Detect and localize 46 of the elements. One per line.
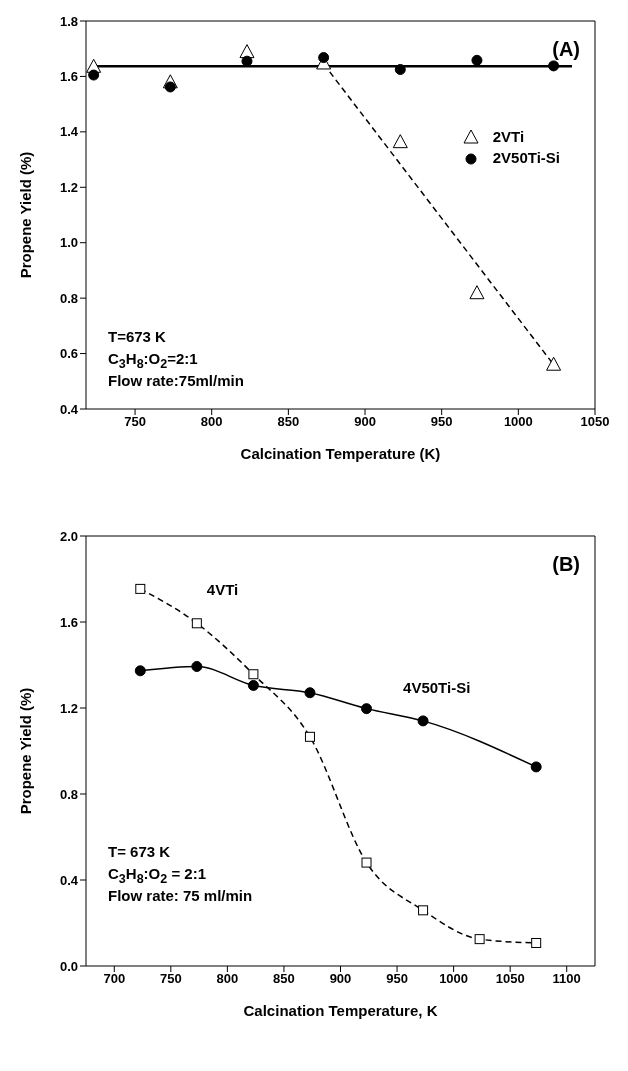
- series-label: 4VTi: [206, 581, 239, 599]
- x-tick-label: 750: [124, 414, 146, 430]
- x-tick-label: 1050: [495, 971, 525, 987]
- x-tick-label: 750: [159, 971, 182, 987]
- y-tick-label: 0.4: [59, 872, 79, 888]
- x-tick-label: 800: [216, 971, 239, 987]
- annotation: C$_{3}$H$_{8}$:O$_{2}$=2:1: [108, 350, 198, 371]
- y-axis-title: Propene Yield (%): [17, 687, 35, 815]
- x-tick-label: 900: [329, 971, 352, 987]
- y-tick-label: 1.2: [59, 179, 78, 195]
- x-tick-label: 900: [354, 414, 376, 430]
- y-tick-label: 1.2: [59, 700, 78, 716]
- y-tick-label: 0.8: [59, 290, 78, 306]
- x-tick-label: 1050: [580, 414, 610, 430]
- y-tick-label: 1.4: [59, 124, 79, 140]
- annotation: Flow rate: 75 ml/min: [108, 887, 253, 904]
- y-tick-label: 0.6: [59, 346, 78, 362]
- legend-label: 2V50Ti-Si: [492, 149, 560, 166]
- y-tick-label: 0.0: [59, 958, 78, 974]
- x-tick-label: 850: [273, 971, 295, 987]
- x-tick-label: 700: [103, 971, 126, 987]
- annotation: (A): [552, 38, 580, 61]
- y-tick-label: 1.8: [59, 13, 78, 29]
- x-tick-label: 850: [277, 414, 300, 430]
- x-tick-label: 950: [430, 414, 453, 430]
- y-tick-label: 0.8: [59, 786, 78, 802]
- y-tick-label: 1.6: [59, 69, 78, 85]
- x-tick-label: 800: [200, 414, 223, 430]
- legend-label: 2VTi: [492, 128, 525, 145]
- annotation: T= 673 K: [108, 843, 171, 860]
- x-axis-title: Calcination Temperature (K): [240, 445, 441, 462]
- annotation: (B): [552, 553, 580, 576]
- annotation: C$_{3}$H$_{8}$:O$_{2}$ = 2:1: [108, 865, 206, 886]
- x-tick-label: 1000: [503, 414, 533, 430]
- series-label: 4V50Ti-Si: [403, 678, 471, 696]
- x-tick-label: 1000: [439, 971, 469, 987]
- y-tick-label: 0.4: [59, 401, 79, 417]
- y-tick-label: 2.0: [59, 528, 78, 544]
- y-tick-label: 1.0: [59, 235, 78, 251]
- x-tick-label: 1100: [552, 971, 581, 987]
- x-axis-title: Calcination Temperature, K: [243, 1002, 438, 1019]
- annotation: T=673 K: [108, 328, 166, 345]
- annotation: Flow rate:75ml/min: [108, 372, 244, 389]
- y-tick-label: 1.6: [59, 614, 78, 630]
- y-axis-title: Propene Yield (%): [17, 151, 35, 279]
- x-tick-label: 950: [386, 971, 408, 987]
